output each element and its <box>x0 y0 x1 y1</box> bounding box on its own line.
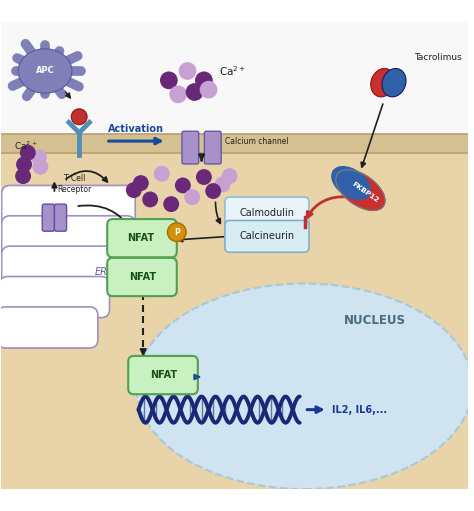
Circle shape <box>160 72 178 89</box>
Circle shape <box>205 183 221 199</box>
FancyBboxPatch shape <box>128 356 198 394</box>
Circle shape <box>200 81 218 99</box>
FancyBboxPatch shape <box>0 307 98 348</box>
Ellipse shape <box>336 170 385 211</box>
Ellipse shape <box>18 49 72 93</box>
Circle shape <box>163 196 179 212</box>
Circle shape <box>154 166 170 182</box>
FancyBboxPatch shape <box>107 219 177 258</box>
FancyBboxPatch shape <box>225 197 309 229</box>
Circle shape <box>167 223 186 242</box>
Text: Activation: Activation <box>108 124 164 134</box>
FancyBboxPatch shape <box>42 204 55 231</box>
Circle shape <box>16 156 32 172</box>
Ellipse shape <box>331 166 371 200</box>
Circle shape <box>215 177 230 193</box>
Circle shape <box>186 83 203 101</box>
Circle shape <box>133 175 149 191</box>
Text: NUCLEUS: NUCLEUS <box>343 314 405 328</box>
FancyBboxPatch shape <box>225 220 309 252</box>
Circle shape <box>126 182 142 198</box>
FancyBboxPatch shape <box>204 131 221 164</box>
Text: Calmodulin: Calmodulin <box>239 208 294 218</box>
Circle shape <box>222 168 237 184</box>
Ellipse shape <box>382 68 406 97</box>
Text: ER: ER <box>95 267 108 277</box>
Text: NFAT: NFAT <box>129 271 157 282</box>
Text: FKBP12: FKBP12 <box>351 180 380 203</box>
Circle shape <box>31 149 47 166</box>
Text: P: P <box>174 227 180 237</box>
Text: Tacrolimus: Tacrolimus <box>414 53 462 62</box>
Bar <box>0 134 468 153</box>
Circle shape <box>169 85 187 103</box>
Circle shape <box>184 189 200 205</box>
Text: Calcium channel: Calcium channel <box>225 137 289 147</box>
FancyBboxPatch shape <box>1 246 135 287</box>
Circle shape <box>142 192 158 207</box>
FancyBboxPatch shape <box>0 276 109 318</box>
Text: Ca$^{2+}$: Ca$^{2+}$ <box>14 140 37 152</box>
Circle shape <box>15 168 31 184</box>
Circle shape <box>20 145 36 160</box>
Text: IL2, IL6,...: IL2, IL6,... <box>332 405 387 414</box>
Text: T Cell
Receptor: T Cell Receptor <box>57 174 91 194</box>
Ellipse shape <box>136 284 473 489</box>
Circle shape <box>71 109 87 125</box>
FancyBboxPatch shape <box>107 258 177 296</box>
Circle shape <box>196 169 212 185</box>
Bar <box>0 134 468 489</box>
Circle shape <box>175 177 191 193</box>
Circle shape <box>32 159 48 175</box>
FancyBboxPatch shape <box>55 204 66 231</box>
Text: Calcineurin: Calcineurin <box>239 231 294 241</box>
FancyBboxPatch shape <box>182 131 199 164</box>
FancyBboxPatch shape <box>1 216 135 257</box>
FancyBboxPatch shape <box>1 185 135 226</box>
Text: APC: APC <box>36 66 55 76</box>
Text: NFAT: NFAT <box>151 369 178 380</box>
Bar <box>0 22 468 134</box>
Circle shape <box>179 62 196 80</box>
Ellipse shape <box>371 68 395 97</box>
Text: NFAT: NFAT <box>127 233 155 243</box>
Circle shape <box>195 72 213 89</box>
Text: Ca$^{2+}$: Ca$^{2+}$ <box>219 64 246 78</box>
